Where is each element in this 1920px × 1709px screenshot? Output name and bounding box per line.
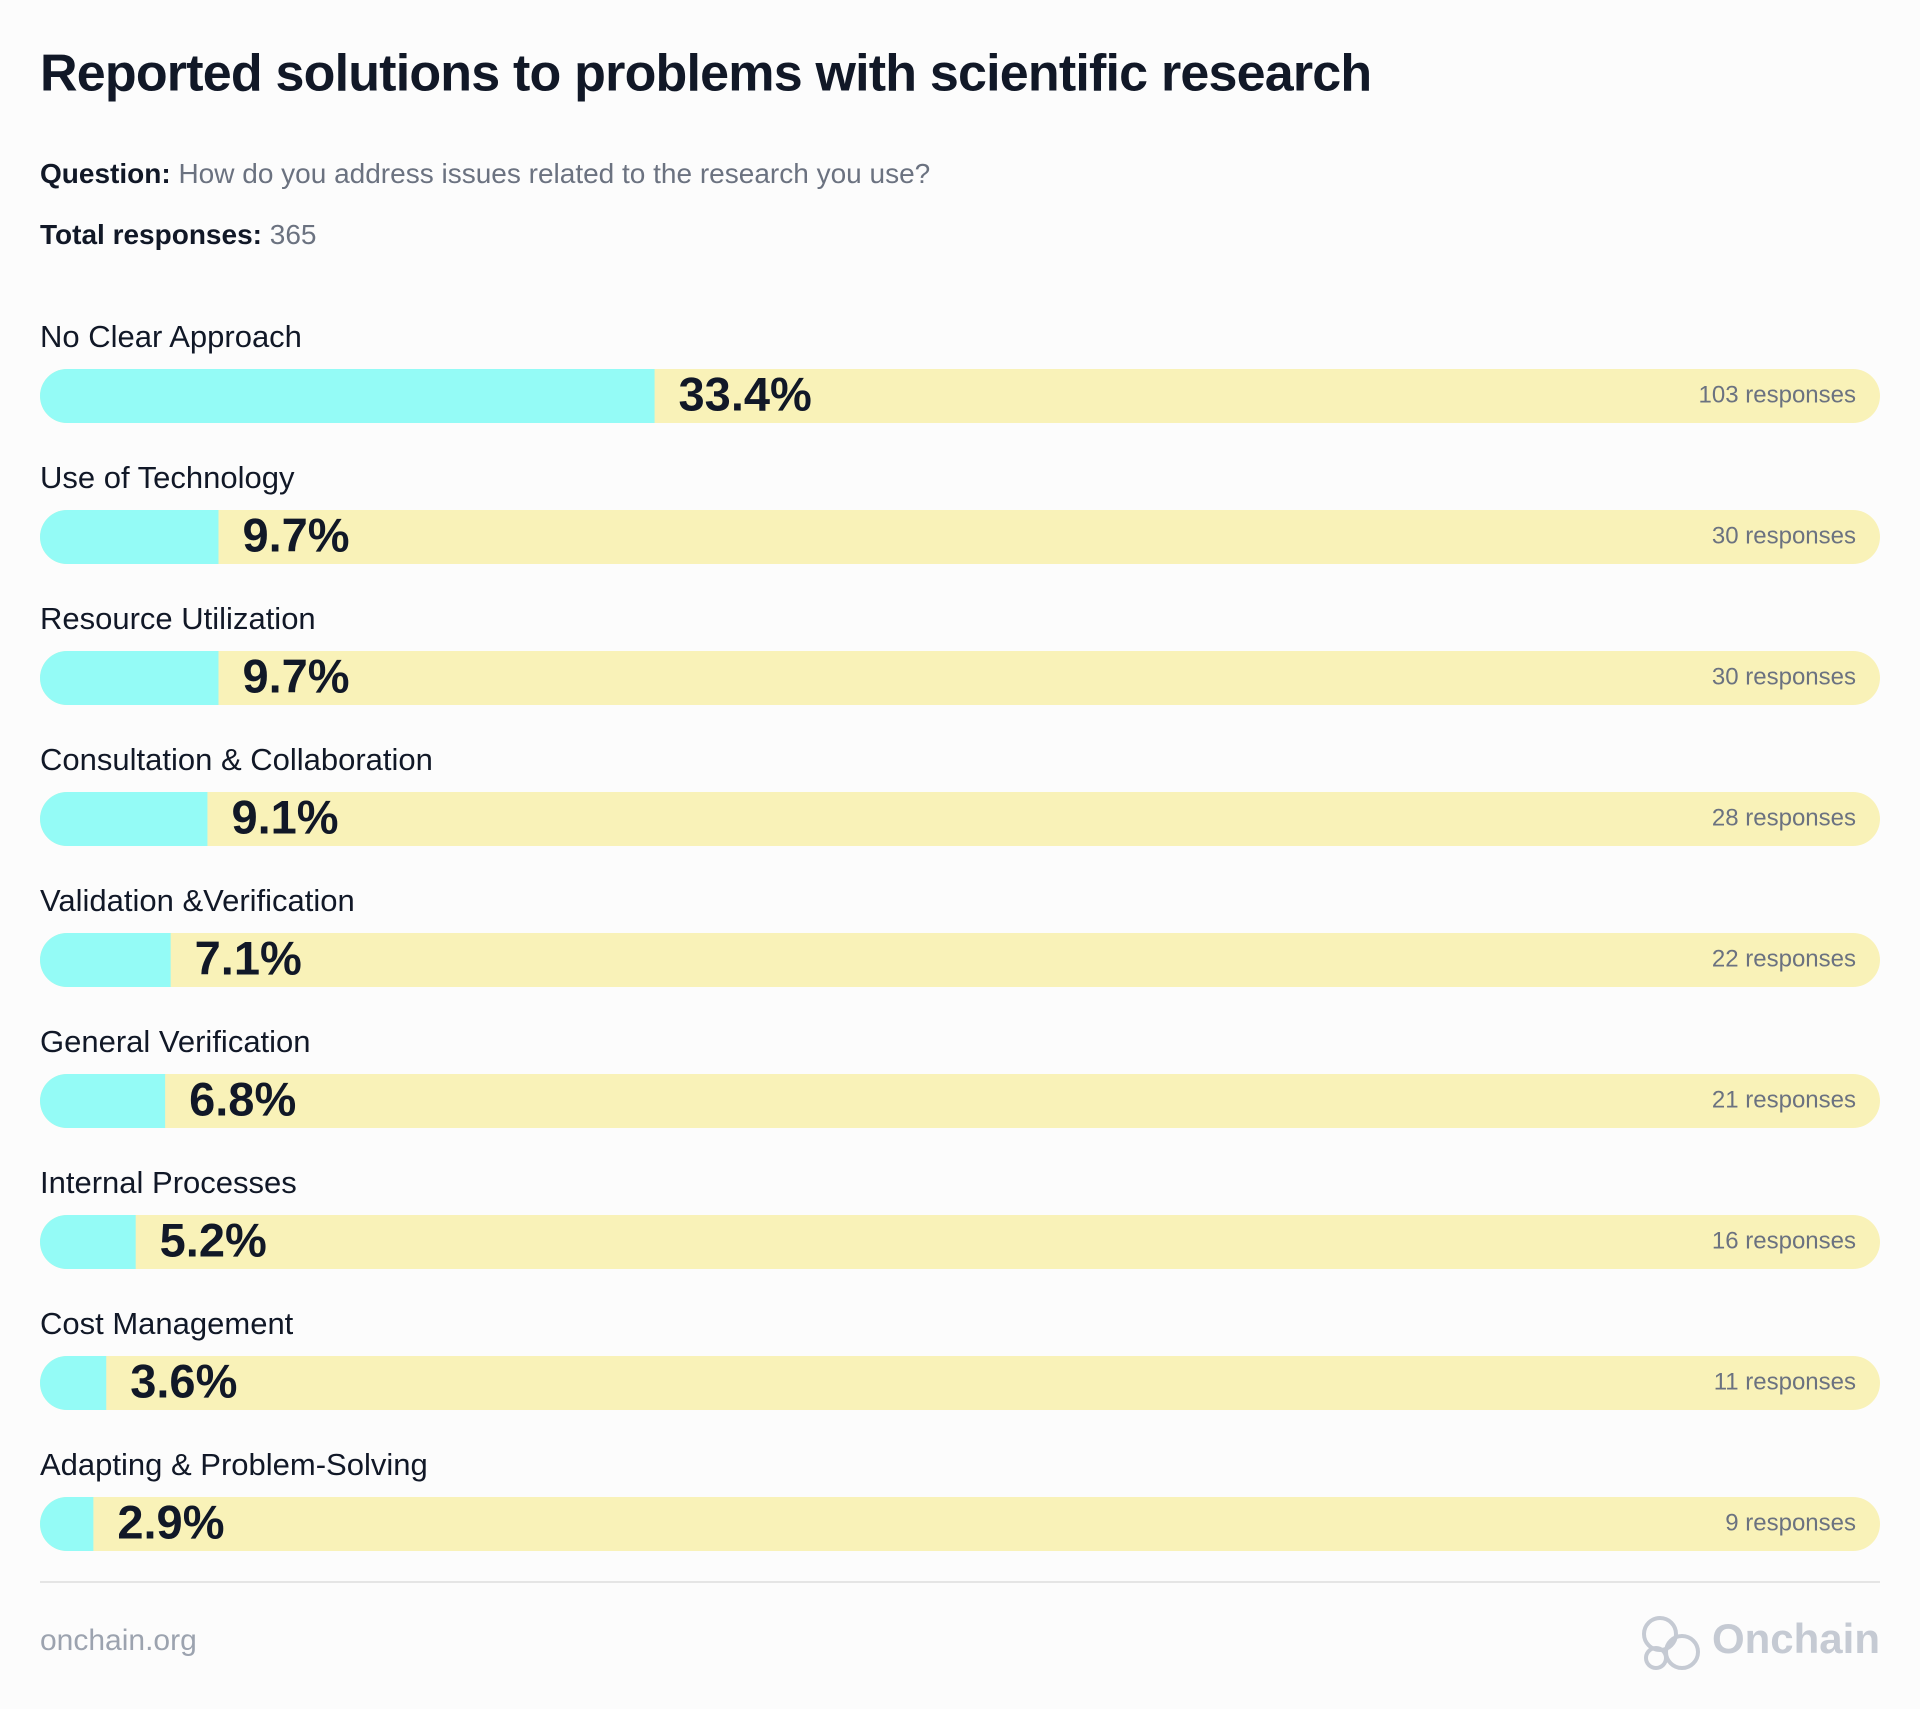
bar-track <box>40 933 1880 987</box>
logo-ring <box>1644 1646 1668 1670</box>
footer-brand: Onchain <box>1712 1615 1880 1662</box>
bar-track <box>40 1356 1880 1410</box>
response-label: 21 responses <box>1712 1086 1856 1113</box>
value-label: 33.4% <box>679 367 812 420</box>
value-label: 9.7% <box>242 649 349 702</box>
bar <box>40 651 219 705</box>
value-label: 5.2% <box>160 1213 267 1266</box>
response-label: 103 responses <box>1699 381 1856 408</box>
bar <box>40 369 655 423</box>
value-label: 6.8% <box>189 1072 296 1125</box>
question-label: Question: <box>40 158 171 189</box>
bar <box>40 1215 136 1269</box>
category-label: Use of Technology <box>40 460 295 495</box>
total-label: Total responses: <box>40 219 262 250</box>
chart-title: Reported solutions to problems with scie… <box>40 45 1371 103</box>
category-label: No Clear Approach <box>40 319 302 354</box>
bar-track <box>40 792 1880 846</box>
bar <box>40 510 219 564</box>
category-label: Cost Management <box>40 1306 294 1341</box>
footer-site: onchain.org <box>40 1624 197 1657</box>
category-label: Validation &Verification <box>40 883 355 918</box>
total-value: 365 <box>270 219 317 250</box>
category-label: Internal Processes <box>40 1165 297 1200</box>
bar <box>40 933 171 987</box>
brand-logo <box>1642 1616 1700 1670</box>
bar-track <box>40 510 1880 564</box>
bar <box>40 1497 94 1551</box>
category-label: Consultation & Collaboration <box>40 742 433 777</box>
question: Question: How do you address issues rela… <box>40 158 930 189</box>
category-label: Resource Utilization <box>40 601 316 636</box>
question-text: How do you address issues related to the… <box>178 158 930 189</box>
value-label: 9.7% <box>242 508 349 561</box>
response-label: 16 responses <box>1712 1227 1856 1254</box>
total: Total responses: 365 <box>40 219 316 250</box>
value-label: 9.1% <box>231 790 338 843</box>
bar-track <box>40 1215 1880 1269</box>
bar <box>40 1074 166 1128</box>
response-label: 11 responses <box>1714 1368 1856 1395</box>
category-label: Adapting & Problem-Solving <box>40 1447 428 1482</box>
bar-track <box>40 1074 1880 1128</box>
response-label: 22 responses <box>1712 945 1856 972</box>
response-label: 30 responses <box>1712 522 1856 549</box>
response-label: 28 responses <box>1712 804 1856 831</box>
value-label: 2.9% <box>117 1495 224 1548</box>
response-label: 9 responses <box>1725 1509 1856 1536</box>
bar-track <box>40 651 1880 705</box>
bar-track <box>40 1497 1880 1551</box>
bar <box>40 792 208 846</box>
category-label: General Verification <box>40 1024 311 1059</box>
value-label: 7.1% <box>195 931 302 984</box>
value-label: 3.6% <box>130 1354 237 1407</box>
bar <box>40 1356 107 1410</box>
response-label: 30 responses <box>1712 663 1856 690</box>
